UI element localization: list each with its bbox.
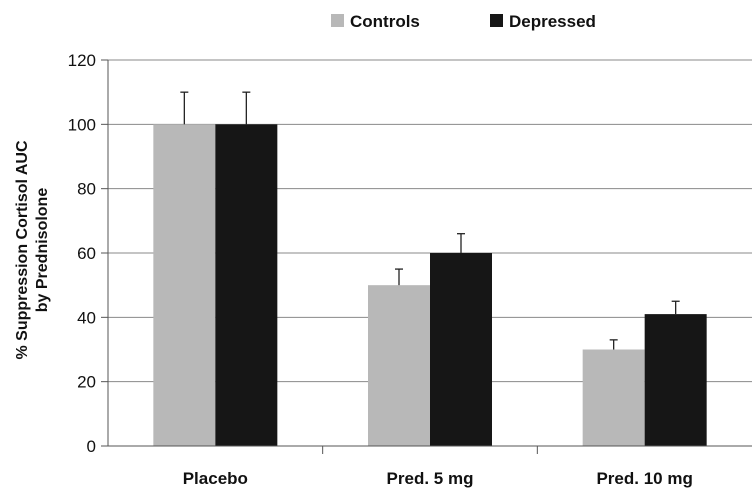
y-tick-label: 40 (77, 308, 96, 327)
legend-swatch-depressed (490, 14, 503, 27)
legend-label-controls: Controls (350, 12, 420, 31)
y-tick-label: 20 (77, 373, 96, 392)
x-tick-label: Pred. 10 mg (596, 469, 692, 488)
bars (153, 91, 707, 446)
y-axis-title-line-1: % Suppression Cortisol AUC (14, 140, 31, 359)
y-tick-label: 60 (77, 244, 96, 263)
bar-controls-1 (153, 124, 216, 446)
legend-label-depressed: Depressed (509, 12, 596, 31)
bar-controls-3 (582, 349, 645, 446)
y-tick-label: 0 (87, 437, 96, 456)
x-tick-label: Placebo (183, 469, 248, 488)
legend: Controls Depressed (331, 12, 596, 31)
y-tick-label: 120 (68, 51, 96, 70)
y-tick-labels: 0 20 40 60 80 100 120 (68, 51, 96, 456)
bar-depressed-1 (215, 124, 278, 446)
y-tick-label: 80 (77, 180, 96, 199)
x-tick-labels: Placebo Pred. 5 mg Pred. 10 mg (183, 469, 693, 488)
y-axis-title: % Suppression Cortisol AUC by Prednisolo… (14, 140, 51, 359)
y-axis-title-line-2: by Prednisolone (34, 188, 51, 313)
legend-swatch-controls (331, 14, 344, 27)
x-tick-label: Pred. 5 mg (387, 469, 474, 488)
bar-controls-2 (368, 285, 430, 446)
bar-depressed-3 (644, 314, 707, 446)
axes (107, 60, 752, 454)
y-tick-label: 100 (68, 115, 96, 134)
bar-depressed-2 (430, 253, 492, 446)
